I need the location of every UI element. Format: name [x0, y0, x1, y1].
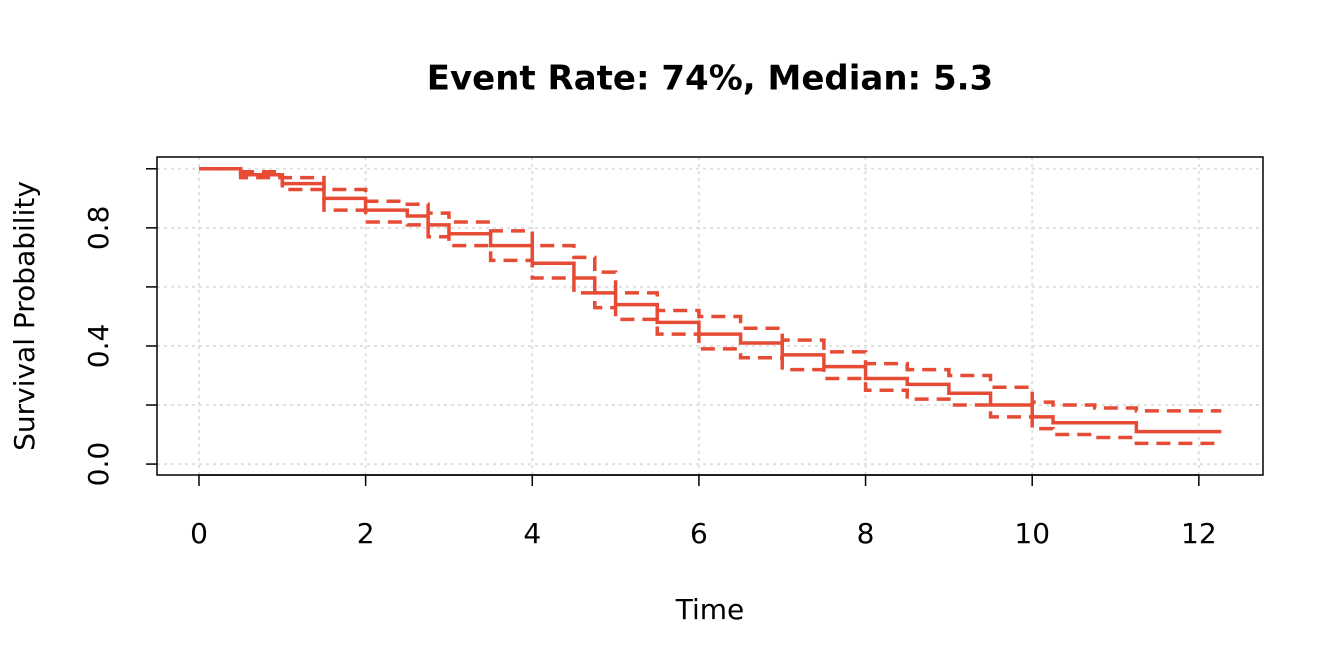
chart-title: Event Rate: 74%, Median: 5.3 — [427, 59, 993, 99]
x-axis-label: Time — [675, 593, 745, 626]
y-tick-label: 0.0 — [82, 442, 115, 487]
x-tick-label: 0 — [190, 517, 208, 550]
x-tick-label: 4 — [523, 517, 541, 550]
y-tick-label: 0.4 — [82, 324, 115, 369]
y-axis-label: Survival Probability — [8, 181, 41, 451]
x-tick-label: 12 — [1181, 517, 1217, 550]
confidence-line — [198, 167, 1222, 446]
x-tick-label: 6 — [690, 517, 708, 550]
x-tick-label: 2 — [357, 517, 375, 550]
x-tick-label: 8 — [857, 517, 875, 550]
x-tick-label: 10 — [1014, 517, 1050, 550]
y-tick-label: 0.8 — [82, 206, 115, 251]
